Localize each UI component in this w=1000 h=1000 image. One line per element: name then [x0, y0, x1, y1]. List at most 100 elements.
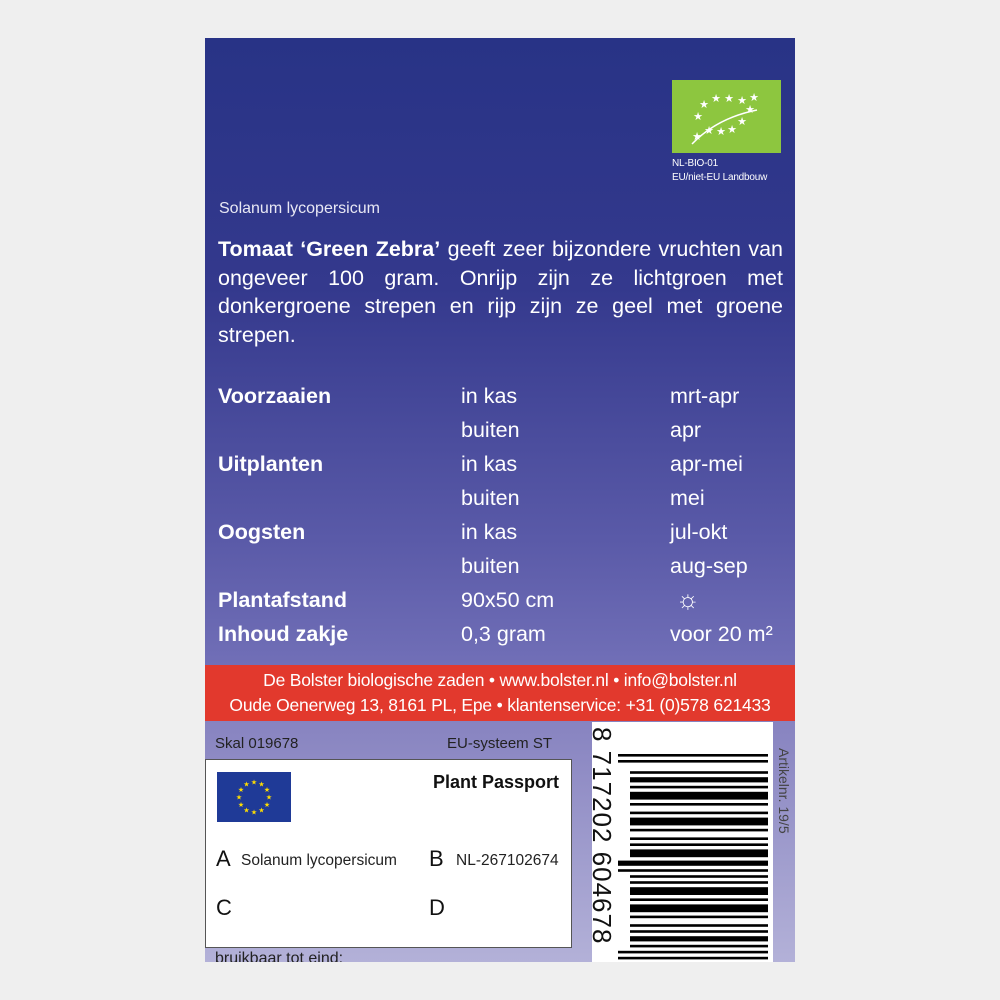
barcode-bar — [630, 915, 768, 919]
barcode-bar — [618, 860, 768, 866]
schedule-when: apr-mei — [670, 452, 743, 476]
schedule-where: buiten — [461, 418, 520, 442]
svg-text:★: ★ — [704, 125, 714, 137]
schedule-when: jul-okt — [670, 520, 728, 544]
svg-text:★: ★ — [699, 99, 709, 111]
eu-star: ★ — [243, 781, 249, 789]
barcode-bar — [630, 843, 768, 846]
field-d-label: D — [429, 895, 445, 920]
article-number: Artikelnr. 19/5 — [776, 748, 792, 834]
barcode-bar — [630, 944, 768, 948]
label-section: Skal 019678 EU-systeem ST ★ ★ ★ ★ ★ ★ ★ ★ ★ ★ ★ ★ P… — [205, 721, 795, 962]
svg-text:★: ★ — [724, 93, 734, 105]
barcode-bar — [630, 771, 768, 774]
schedule-where: in kas — [461, 520, 518, 544]
eu-star: ★ — [258, 781, 264, 789]
field-b-value: NL-267102674 — [456, 852, 559, 869]
variety-name: Tomaat ‘Green Zebra’ — [218, 237, 441, 261]
barcode-bar — [630, 881, 768, 884]
description-text: geeft zeer bijzondere vruchten van ongev… — [218, 237, 783, 347]
svg-text:★: ★ — [737, 116, 747, 128]
schedule-label: Uitplanten — [218, 452, 324, 476]
schedule-row: Oogsten in kas jul-okt — [218, 520, 788, 554]
svg-text:★: ★ — [716, 126, 726, 138]
passport-title: Plant Passport — [432, 772, 559, 792]
barcode-bar — [630, 828, 768, 832]
schedule-label: Inhoud zakje — [218, 622, 349, 646]
eu-flag-icon: ★ ★ ★ ★ ★ ★ ★ ★ ★ ★ ★ ★ — [217, 772, 291, 822]
latin-name: Solanum lycopersicum — [219, 200, 380, 217]
barcode-bar — [630, 817, 768, 826]
schedule-where: buiten — [461, 554, 520, 578]
svg-text:★: ★ — [745, 104, 755, 116]
sun-icon: ☼ — [676, 584, 700, 614]
svg-text:★: ★ — [737, 95, 747, 107]
schedule-label: Plantafstand — [218, 588, 348, 612]
barcode-bar — [630, 875, 768, 878]
eu-star: ★ — [258, 806, 264, 814]
svg-text:★: ★ — [749, 92, 759, 104]
eu-organic-logo: ★ ★ ★ ★ ★ ★ ★ ★ ★ ★ ★ ★ — [672, 80, 781, 153]
field-a-value: Solanum lycopersicum — [241, 852, 397, 869]
schedule-when: apr — [670, 418, 702, 442]
schedule-row: Plantafstand 90x50 cm ☼ — [218, 584, 788, 622]
schedule-when: mei — [670, 486, 705, 510]
barcode-bar — [630, 849, 768, 858]
eu-system: EU-systeem ST — [447, 735, 553, 752]
seed-packet-back: ★ ★ ★ ★ ★ ★ ★ ★ ★ ★ ★ ★ NL-BIO-01 EU/niet-EU Landb… — [205, 38, 795, 962]
schedule-where: in kas — [461, 384, 518, 408]
schedule-where: 90x50 cm — [461, 588, 555, 612]
barcode-bar — [630, 811, 768, 815]
barcode-bar — [630, 936, 768, 942]
info-panel: ★ ★ ★ ★ ★ ★ ★ ★ ★ ★ ★ ★ NL-BIO-01 EU/niet-EU Landb… — [205, 38, 795, 665]
eu-star: ★ — [266, 794, 272, 802]
schedule-row: Voorzaaien in kas mrt-apr — [218, 384, 788, 418]
barcode-bar — [630, 887, 768, 895]
best-before-label: bruikbaar tot eind: — [215, 950, 344, 962]
svg-text:★: ★ — [693, 111, 703, 123]
field-a-label: A — [216, 846, 231, 871]
svg-text:★: ★ — [692, 131, 702, 143]
schedule-row: buiten apr — [218, 418, 788, 452]
schedule-label: Voorzaaien — [218, 384, 332, 408]
barcode: 8 717202 604678 — [587, 722, 773, 962]
schedule-when: aug-sep — [670, 554, 748, 578]
eu-star: ★ — [236, 794, 242, 802]
eu-star: ★ — [251, 779, 257, 787]
schedule-row: buiten aug-sep — [218, 554, 788, 588]
barcode-bar — [618, 754, 768, 757]
contact-band: De Bolster biologische zaden • www.bolst… — [205, 665, 795, 721]
schedule-label: Oogsten — [218, 520, 306, 544]
barcode-bar — [630, 898, 768, 901]
svg-text:★: ★ — [711, 93, 721, 105]
bio-origin: EU/niet-EU Landbouw — [672, 172, 768, 183]
barcode-bar — [618, 950, 768, 954]
contact-line-1: De Bolster biologische zaden • www.bolst… — [263, 670, 737, 690]
barcode-bar — [630, 837, 768, 840]
barcode-bar — [630, 904, 768, 913]
barcode-bar — [618, 956, 768, 960]
barcode-bar — [618, 869, 768, 872]
bio-code: NL-BIO-01 — [672, 158, 718, 169]
barcode-bar — [630, 777, 768, 783]
schedule-when: voor 20 m² — [670, 622, 773, 646]
schedule-where: buiten — [461, 486, 520, 510]
eu-star: ★ — [238, 801, 244, 809]
svg-text:★: ★ — [727, 124, 737, 136]
eu-star: ★ — [243, 806, 249, 814]
eu-star: ★ — [251, 809, 257, 817]
barcode-bar — [630, 803, 768, 806]
eu-star: ★ — [264, 801, 270, 809]
barcode-bar — [630, 791, 768, 800]
plant-passport: ★ ★ ★ ★ ★ ★ ★ ★ ★ ★ ★ ★ Plant Passport A Solanum ly… — [205, 759, 572, 948]
barcode-bar — [630, 785, 768, 789]
contact-line-2: Oude Oenerweg 13, 8161 PL, Epe • klanten… — [229, 695, 771, 715]
eu-star: ★ — [264, 786, 270, 794]
barcode-bar — [618, 760, 768, 763]
barcode-bar — [630, 930, 768, 933]
field-c-label: C — [216, 895, 232, 920]
schedule-where: 0,3 gram — [461, 622, 546, 646]
field-b-label: B — [429, 846, 444, 871]
schedule-when: mrt-apr — [670, 384, 740, 408]
schedule-row: buiten mei — [218, 486, 788, 520]
